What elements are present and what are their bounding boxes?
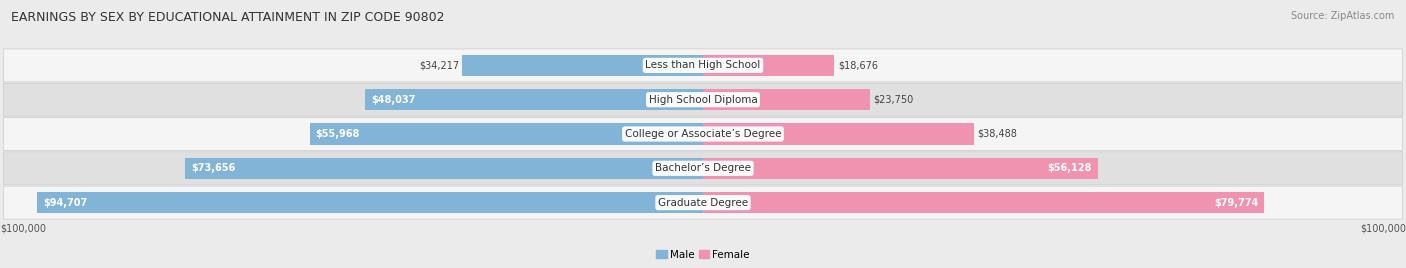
Bar [366,89,703,110]
Text: $34,217: $34,217 [419,60,458,70]
Text: $100,000: $100,000 [0,223,46,233]
FancyBboxPatch shape [3,186,1403,219]
Text: Source: ZipAtlas.com: Source: ZipAtlas.com [1291,11,1395,21]
Text: High School Diploma: High School Diploma [648,95,758,105]
FancyBboxPatch shape [3,83,1403,116]
FancyBboxPatch shape [3,49,1403,82]
Text: $94,707: $94,707 [42,198,87,208]
Bar [703,158,1098,179]
Text: $48,037: $48,037 [371,95,415,105]
Text: $38,488: $38,488 [977,129,1017,139]
Bar [703,89,870,110]
Text: Graduate Degree: Graduate Degree [658,198,748,208]
Bar [309,123,703,145]
Bar [703,55,834,76]
Text: College or Associate’s Degree: College or Associate’s Degree [624,129,782,139]
FancyBboxPatch shape [3,118,1403,150]
Bar [703,192,1264,213]
Text: Bachelor’s Degree: Bachelor’s Degree [655,163,751,173]
Text: $18,676: $18,676 [838,60,877,70]
Text: $100,000: $100,000 [1360,223,1406,233]
Text: Less than High School: Less than High School [645,60,761,70]
Bar [186,158,703,179]
Legend: Male, Female: Male, Female [652,245,754,264]
Bar [463,55,703,76]
Text: $55,968: $55,968 [315,129,360,139]
Text: $23,750: $23,750 [873,95,914,105]
FancyBboxPatch shape [3,152,1403,185]
Text: $73,656: $73,656 [191,163,235,173]
Text: $56,128: $56,128 [1047,163,1092,173]
Text: EARNINGS BY SEX BY EDUCATIONAL ATTAINMENT IN ZIP CODE 90802: EARNINGS BY SEX BY EDUCATIONAL ATTAINMEN… [11,11,444,24]
Bar [703,123,973,145]
Text: $79,774: $79,774 [1213,198,1258,208]
Bar [37,192,703,213]
